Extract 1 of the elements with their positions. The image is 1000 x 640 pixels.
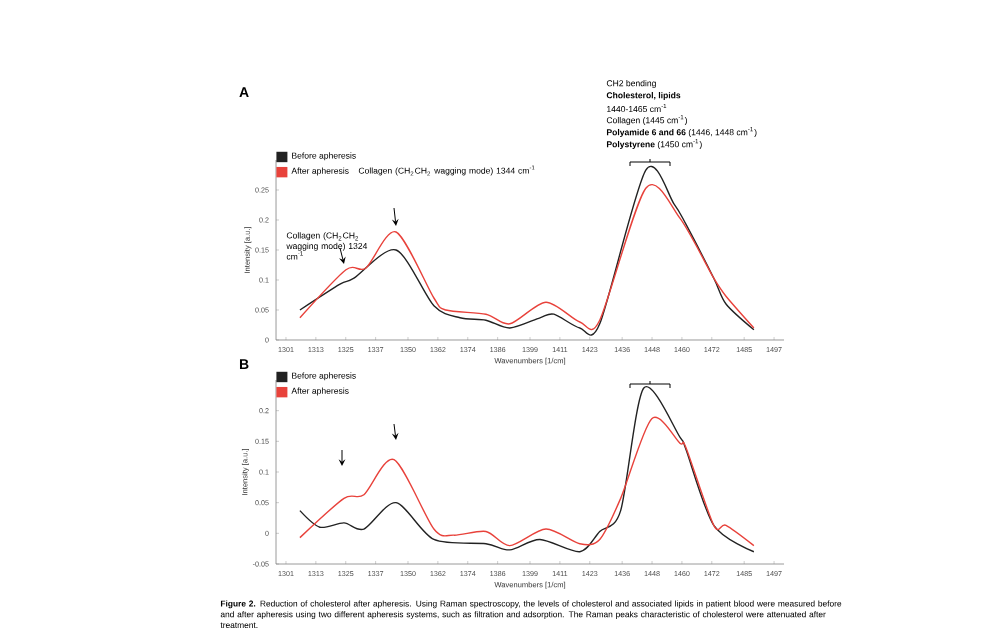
line-series: [299, 417, 755, 547]
